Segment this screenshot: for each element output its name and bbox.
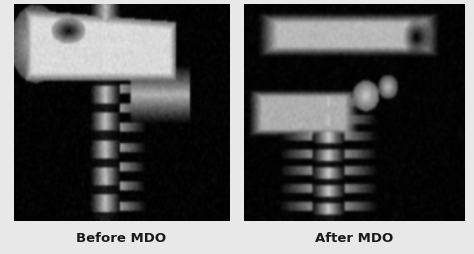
Text: After MDO: After MDO xyxy=(315,231,394,244)
Text: Before MDO: Before MDO xyxy=(76,231,166,244)
